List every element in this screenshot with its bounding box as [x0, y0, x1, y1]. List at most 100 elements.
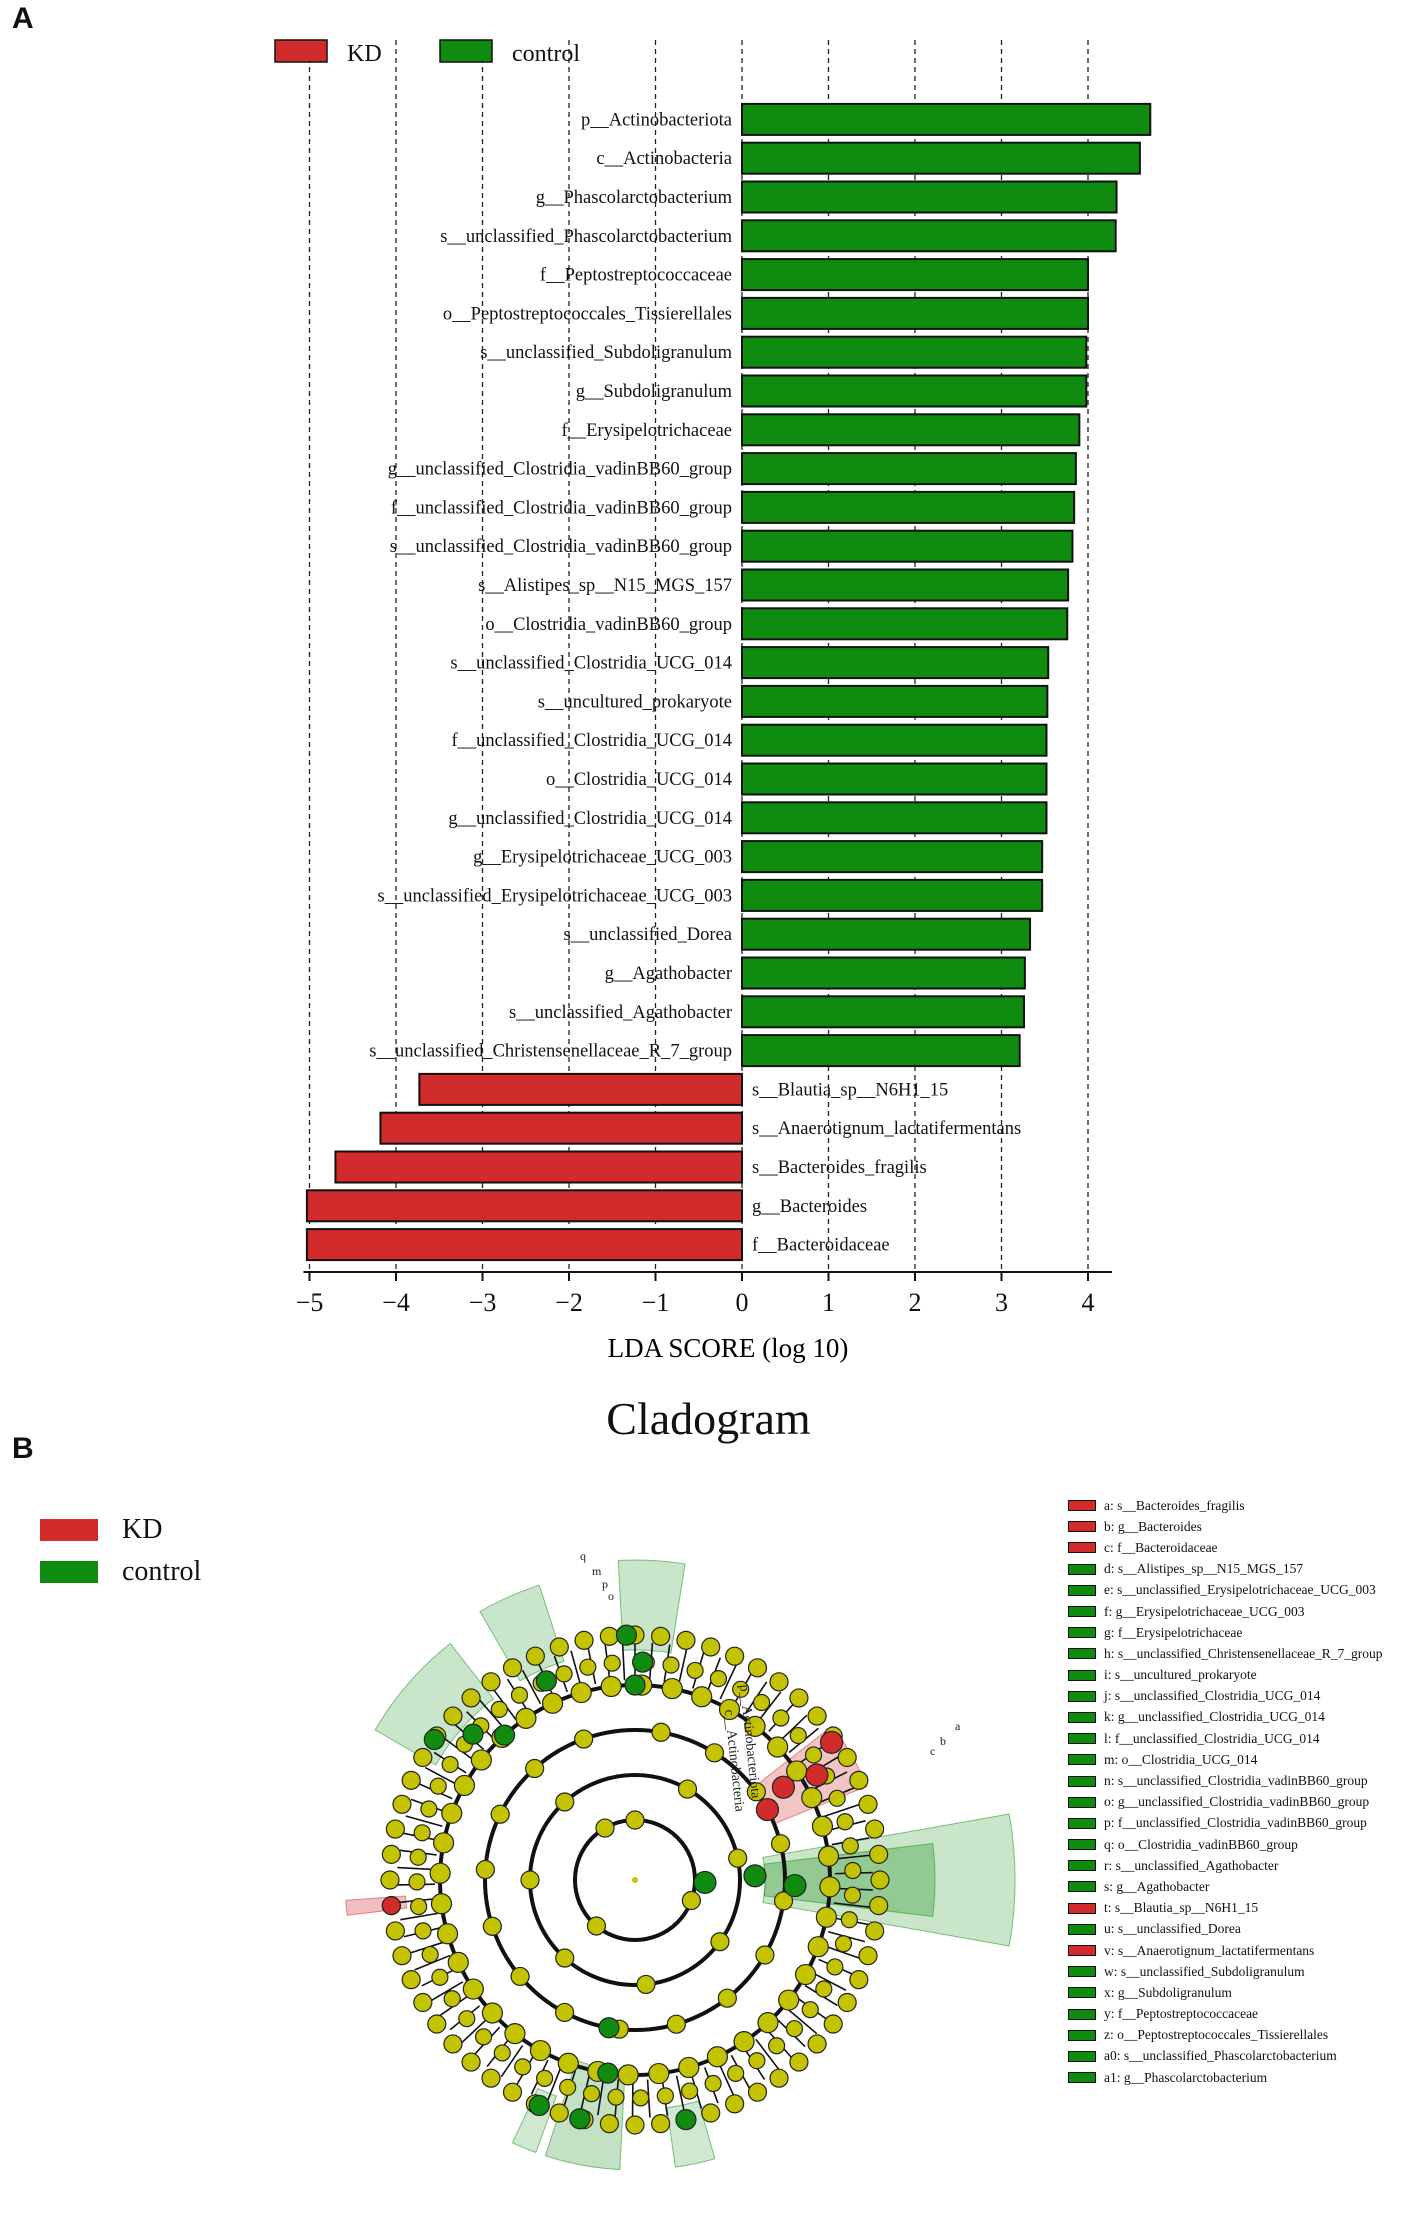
taxon-node: [732, 1680, 750, 1698]
taxon-node: [502, 2082, 523, 2102]
taxon-node: [555, 1948, 575, 1968]
cladogram-legend: KD control: [40, 1509, 201, 1593]
taxon-node: [849, 1770, 869, 1790]
branch: [546, 2065, 563, 2102]
key-label: z: o__Peptostreptococcales_Tissierellale…: [1104, 2027, 1329, 2043]
taxon-node: [525, 1646, 545, 1666]
taxon-node: [381, 1896, 401, 1916]
key-swatch: [1068, 1733, 1096, 1745]
taxon-node: [865, 1819, 885, 1839]
taxon-node: [837, 1747, 857, 1768]
bar: [741, 413, 1081, 447]
key-label: a: s__Bacteroides_fragilis: [1104, 1497, 1245, 1513]
bar-label: f__unclassified_Clostridia_UCG_014: [451, 731, 732, 751]
bar-label: s__Anaerotignum_lactatifermentans: [752, 1119, 1021, 1139]
branch: [778, 1714, 808, 1743]
root-node: [632, 1877, 638, 1883]
key-label: y: f__Peptostreptococcaceae: [1104, 2006, 1259, 2022]
taxon-node: [769, 2068, 789, 2088]
taxon-node: [529, 2039, 552, 2062]
taxon-node: [569, 2108, 591, 2130]
bar: [741, 374, 1088, 408]
key-label: b: g__Bacteroides: [1104, 1518, 1202, 1534]
taxon-node: [423, 1728, 445, 1751]
legend-swatch: [439, 39, 493, 63]
taxon-node: [747, 2082, 768, 2102]
taxon-node: [733, 2031, 755, 2053]
taxon-node: [549, 2103, 569, 2123]
bar: [741, 1034, 1021, 1068]
taxon-node: [574, 1729, 594, 1749]
taxon-node: [704, 1743, 725, 1763]
taxon-node: [836, 1813, 854, 1831]
key-swatch: [1068, 1945, 1096, 1957]
taxon-node: [520, 1870, 540, 1890]
key-label: g: f__Erysipelotrichaceae: [1104, 1624, 1243, 1640]
bar: [741, 296, 1089, 330]
key-swatch: [1068, 1711, 1096, 1723]
taxon-node: [717, 1988, 737, 2008]
key-label: u: s__unclassified_Dorea: [1104, 1921, 1241, 1937]
taxon-node: [789, 1688, 809, 1708]
taxon-node: [401, 1770, 421, 1790]
branch: [621, 1642, 626, 1681]
key-item: l: f__unclassified_Clostridia_UCG_014: [1068, 1728, 1383, 1749]
branch: [596, 2077, 605, 2116]
taxon-node: [380, 1870, 400, 1890]
bar: [741, 490, 1076, 524]
taxon-node: [815, 1980, 833, 1998]
bar: [741, 840, 1044, 874]
taxon-node: [493, 1724, 516, 1746]
taxon-node: [599, 1626, 619, 1646]
branch: [824, 1803, 861, 1817]
taxon-node: [869, 1896, 889, 1916]
bar: [741, 684, 1049, 718]
taxon-node: [413, 1992, 433, 2013]
key-item: g: f__Erysipelotrichaceae: [1068, 1622, 1383, 1643]
taxon-node: [481, 1672, 501, 1692]
taxon-node: [570, 1681, 592, 1704]
taxon-node: [432, 1832, 455, 1854]
bar: [741, 801, 1048, 835]
taxon-node: [420, 1800, 438, 1818]
taxon-node: [607, 2088, 625, 2106]
bar-label: o__Clostridia_UCG_014: [546, 770, 732, 790]
taxon-node: [870, 1870, 890, 1890]
taxon-node: [586, 1916, 607, 1936]
key-label: v: s__Anaerotignum_lactatifermentans: [1104, 1942, 1315, 1958]
taxon-node: [778, 1989, 800, 2011]
taxon-node: [865, 1921, 885, 1941]
key-item: k: g__unclassified_Clostridia_UCG_014: [1068, 1707, 1383, 1728]
taxon-node: [555, 1665, 573, 1683]
taxon-node: [849, 1970, 869, 1990]
clade-label: p: [602, 1577, 608, 1591]
taxon-node: [447, 1951, 469, 1974]
bar-label: s__Blautia_sp__N6H1_15: [752, 1080, 948, 1100]
taxon-node: [828, 1789, 846, 1807]
taxon-node: [381, 1844, 401, 1864]
taxon-node: [510, 1686, 529, 1704]
taxon-node: [805, 1763, 829, 1787]
bar-label: s__unclassified_Clostridia_UCG_014: [450, 654, 732, 674]
taxon-node: [392, 1794, 412, 1814]
taxon-node: [443, 1706, 463, 1726]
key-swatch: [1068, 2050, 1096, 2062]
branch: [397, 1866, 436, 1871]
x-tick-label: 3: [995, 1288, 1008, 1317]
bar: [741, 141, 1141, 175]
taxon-node: [770, 1834, 791, 1854]
key-swatch: [1068, 1690, 1096, 1702]
x-axis-label: LDA SCORE (log 10): [608, 1333, 849, 1363]
bar: [741, 917, 1032, 951]
key-label: f: g__Erysipelotrichaceae_UCG_003: [1104, 1603, 1305, 1619]
bar: [741, 762, 1048, 796]
key-item: q: o__Clostridia_vadinBB60_group: [1068, 1834, 1383, 1855]
key-label: e: s__unclassified_Erysipelotrichaceae_U…: [1104, 1582, 1376, 1598]
taxon-node: [431, 1968, 449, 1986]
bar-label: s__unclassified_Dorea: [563, 925, 732, 945]
branch: [677, 1647, 688, 1685]
bar-label: g__Bacteroides: [752, 1197, 867, 1217]
clade-label: o: [608, 1589, 614, 1603]
taxon-node: [691, 1686, 713, 1708]
taxon-node: [709, 1669, 728, 1688]
